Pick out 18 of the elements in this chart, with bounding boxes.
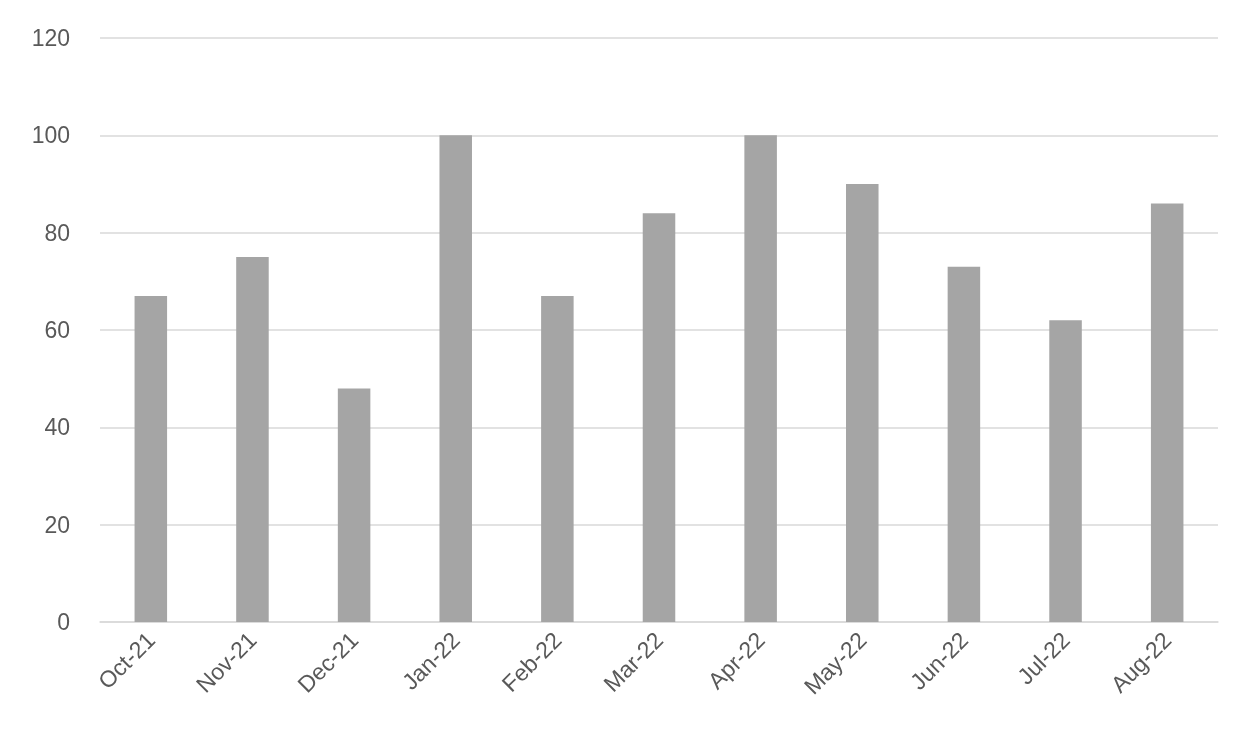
bar <box>439 135 472 622</box>
bar <box>846 184 879 622</box>
y-tick-label: 100 <box>31 122 70 149</box>
y-tick-label: 60 <box>44 317 70 343</box>
bar <box>642 213 676 622</box>
y-tick-label: 120 <box>31 25 70 51</box>
bar <box>337 388 371 622</box>
bar <box>236 257 269 622</box>
y-tick-label: 20 <box>44 511 70 538</box>
bar <box>1150 203 1184 622</box>
bar <box>541 295 574 622</box>
y-tick-label: 40 <box>44 414 70 441</box>
bar <box>947 266 981 622</box>
bar <box>744 135 777 622</box>
y-tick-label: 80 <box>44 219 70 246</box>
bar <box>1049 320 1082 622</box>
y-tick-label: 0 <box>57 609 70 635</box>
bar <box>134 295 168 622</box>
